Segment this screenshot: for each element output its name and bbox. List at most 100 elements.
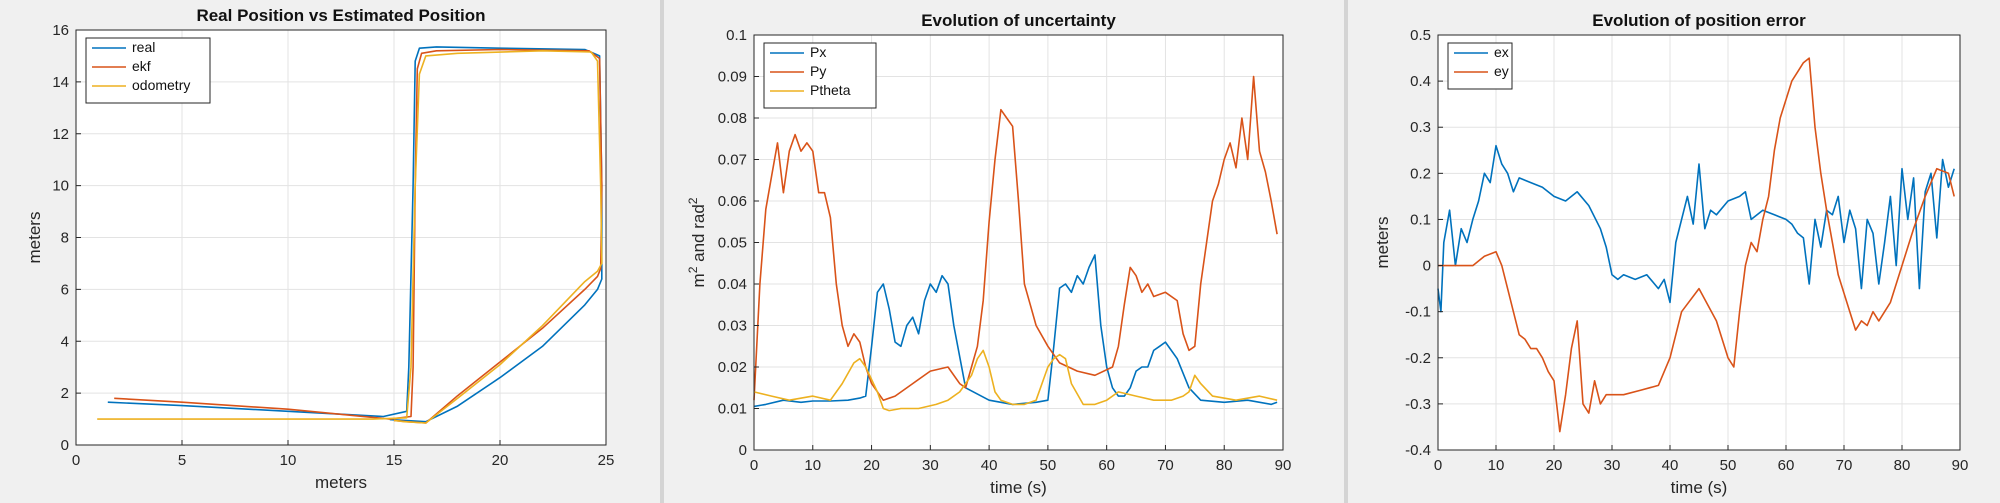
panel-divider — [660, 0, 664, 503]
y-tick-label: 14 — [52, 74, 69, 91]
y-tick-label: 10 — [52, 178, 69, 195]
x-tick-label: 0 — [72, 452, 80, 469]
x-tick-label: 60 — [1098, 457, 1115, 474]
y-axis-label: meters — [1373, 217, 1392, 269]
x-tick-label: 25 — [598, 452, 615, 469]
y-tick-label: 0.4 — [1410, 73, 1431, 90]
chart-title: Evolution of uncertainty — [921, 11, 1116, 30]
panel-uncertainty: 0 10 20 30 40 50 60 70 80 90 0 0.01 0.02 0.03 0.04 0.05… — [664, 0, 1344, 503]
y-tick-label: 0.05 — [718, 235, 747, 252]
y-tick-label: 6 — [61, 281, 69, 298]
x-tick-label: 30 — [1604, 457, 1621, 474]
x-tick-label: 70 — [1157, 457, 1174, 474]
y-tick-label: 8 — [61, 230, 69, 247]
panel-error: 0 10 20 30 40 50 60 70 80 90 -0.4 -0.3 -0.2 -0.1 0 0.1 0… — [1348, 0, 2000, 503]
series-line-Ptheta — [753, 349, 1278, 412]
series-line-Py — [753, 75, 1278, 402]
x-tick-label: 40 — [1662, 457, 1679, 474]
legend: ex ey — [1447, 42, 1513, 90]
y-tick-label: 0.1 — [726, 27, 747, 44]
panel-position: 0 5 10 15 20 25 0 2 4 6 8 10 12 14 16 Real Position vs … — [0, 0, 660, 503]
y-tick-label: 0.5 — [1410, 27, 1431, 44]
x-axis-label: time (s) — [990, 478, 1047, 497]
x-tick-label: 50 — [1040, 457, 1057, 474]
y-tick-label: 0.08 — [718, 110, 747, 127]
y-axis-label-sup: 2 — [686, 197, 700, 204]
x-tick-label: 20 — [863, 457, 880, 474]
x-tick-label: 60 — [1778, 457, 1795, 474]
y-tick-label: 4 — [61, 333, 69, 350]
legend-label-ey: ey — [1494, 63, 1509, 79]
y-tick-label: 0.07 — [718, 152, 747, 169]
plot-area — [1438, 35, 1960, 450]
y-tick-label: 0 — [61, 437, 69, 454]
legend-label-real: real — [132, 39, 155, 55]
legend-box — [763, 42, 877, 109]
axes-box — [1437, 34, 1961, 451]
x-tick-label: 40 — [981, 457, 998, 474]
y-tick-label: 16 — [52, 22, 69, 39]
series-line-real — [107, 46, 603, 423]
y-tick-label: 0.06 — [718, 193, 747, 210]
y-tick-label: -0.2 — [1405, 350, 1431, 367]
series-line-Px — [753, 254, 1278, 408]
y-tick-label: 0.2 — [1410, 165, 1431, 182]
y-tick-label: 0.02 — [718, 359, 747, 376]
legend-box — [85, 37, 211, 104]
x-tick-label: 30 — [922, 457, 939, 474]
legend: real ekf odometry — [85, 37, 211, 104]
y-tick-label: 0.04 — [718, 276, 747, 293]
x-tick-label: 0 — [750, 457, 758, 474]
y-axis-label-sup: 2 — [686, 266, 700, 273]
x-tick-label: 10 — [280, 452, 297, 469]
x-tick-label: 20 — [492, 452, 509, 469]
y-tick-label: 0.09 — [718, 69, 747, 86]
legend-label-Px: Px — [810, 44, 826, 60]
legend-label-odometry: odometry — [132, 77, 190, 93]
y-tick-label: 0.01 — [718, 401, 747, 418]
x-tick-label: 10 — [804, 457, 821, 474]
legend-label-ekf: ekf — [132, 58, 151, 74]
x-tick-label: 80 — [1894, 457, 1911, 474]
x-tick-label: 20 — [1546, 457, 1563, 474]
y-axis-label-part: and rad — [689, 204, 708, 266]
chart-title: Evolution of position error — [1592, 11, 1806, 30]
y-tick-label: 0.1 — [1410, 211, 1431, 228]
x-tick-label: 50 — [1720, 457, 1737, 474]
chart-error: 0 10 20 30 40 50 60 70 80 90 -0.4 -0.3 -0.2 -0.1 0 0.1 0… — [1373, 11, 1969, 497]
chart-position: 0 5 10 15 20 25 0 2 4 6 8 10 12 14 16 Real Position vs … — [25, 6, 615, 492]
x-tick-label: 15 — [386, 452, 403, 469]
x-tick-label: 10 — [1488, 457, 1505, 474]
y-tick-label: 12 — [52, 126, 69, 143]
x-tick-label: 80 — [1216, 457, 1233, 474]
legend-label-Py: Py — [810, 63, 826, 79]
y-tick-label: 0 — [1423, 258, 1431, 275]
panel-divider — [1344, 0, 1348, 503]
y-tick-label: -0.4 — [1405, 442, 1431, 459]
chart-title: Real Position vs Estimated Position — [196, 6, 485, 25]
series-line-odometry — [97, 49, 603, 424]
series-line-ex — [1437, 144, 1955, 313]
x-axis-label: meters — [315, 473, 367, 492]
y-tick-label: 0.3 — [1410, 119, 1431, 136]
y-tick-label: -0.1 — [1405, 304, 1431, 321]
x-axis-label: time (s) — [1671, 478, 1728, 497]
y-tick-label: 0.03 — [718, 318, 747, 335]
y-axis-label: meters — [25, 212, 44, 264]
x-tick-label: 5 — [178, 452, 186, 469]
y-axis-label: m2 and rad2 — [686, 197, 708, 287]
legend: Px Py Ptheta — [763, 42, 877, 109]
x-tick-label: 90 — [1275, 457, 1292, 474]
x-tick-label: 0 — [1434, 457, 1442, 474]
legend-label-Ptheta: Ptheta — [810, 82, 851, 98]
y-tick-label: -0.3 — [1405, 396, 1431, 413]
y-tick-label: 0 — [739, 442, 747, 459]
x-tick-label: 90 — [1952, 457, 1969, 474]
legend-box — [1447, 42, 1513, 90]
y-tick-label: 2 — [61, 385, 69, 402]
chart-uncertainty: 0 10 20 30 40 50 60 70 80 90 0 0.01 0.02 0.03 0.04 0.05… — [686, 11, 1292, 497]
y-axis-label-part: m — [689, 273, 708, 287]
x-tick-label: 70 — [1836, 457, 1853, 474]
series-line-ey — [1438, 57, 1955, 433]
legend-label-ex: ex — [1494, 44, 1509, 60]
